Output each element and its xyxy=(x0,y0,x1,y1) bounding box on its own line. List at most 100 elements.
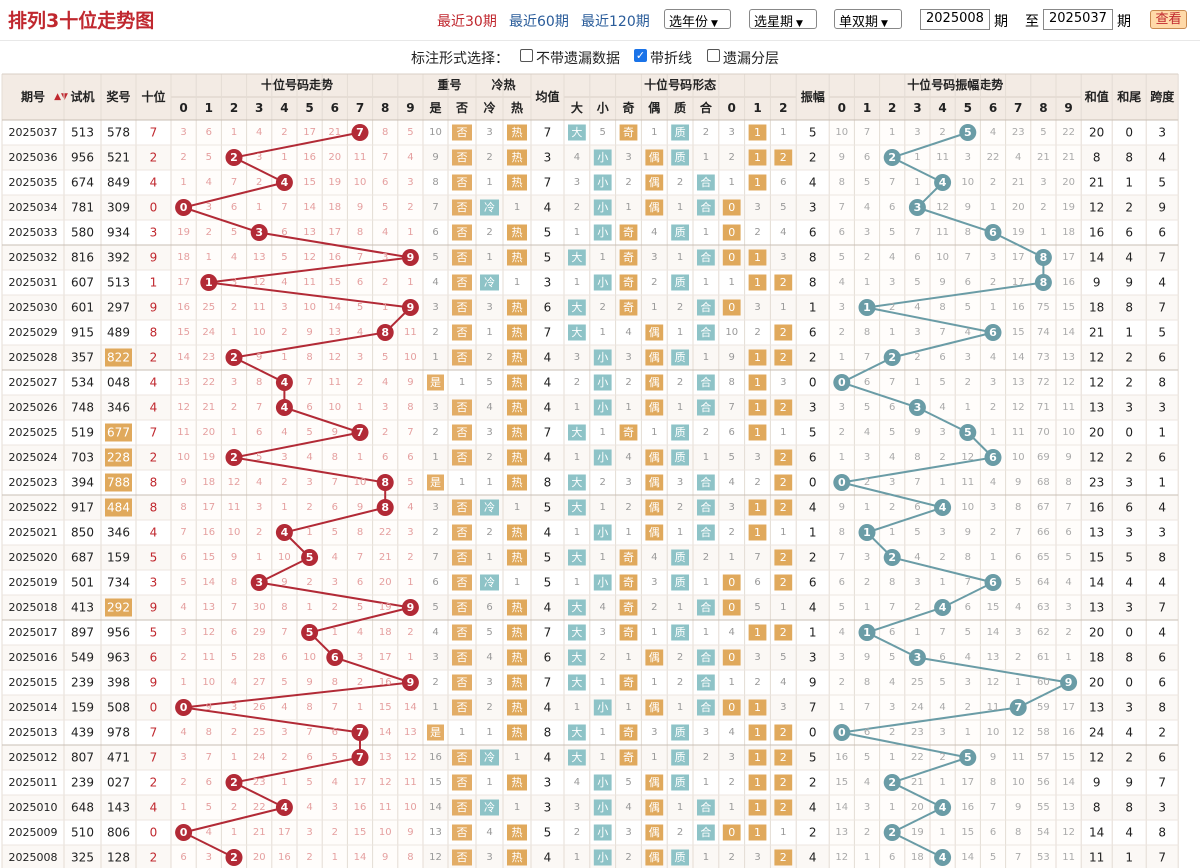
option-layered-label[interactable]: 遗漏分层 xyxy=(723,51,779,67)
option-polyline-label[interactable]: 带折线 xyxy=(650,51,692,67)
amp-omission-value: 16 xyxy=(1012,302,1025,313)
shape-badge xyxy=(697,824,715,841)
option-no-omission-checkbox[interactable] xyxy=(520,49,533,62)
link-recent-60[interactable]: 最近60期 xyxy=(509,14,569,30)
amp-omission-value: 16 xyxy=(1062,727,1075,738)
shape-badge xyxy=(568,724,586,741)
amp-omission-value: 7 xyxy=(864,352,870,363)
cell-span: 7 xyxy=(1158,776,1166,790)
to-issue-input[interactable]: 2025037 xyxy=(1043,9,1113,30)
omission-value: 2 xyxy=(281,477,287,488)
amp-omission-value: 8 xyxy=(839,527,845,538)
shape-badge-label: 1 xyxy=(754,176,761,189)
shape-omission: 1 xyxy=(677,527,683,538)
cell-amp: 1 xyxy=(809,626,817,640)
option-polyline-checkbox[interactable]: ✓ xyxy=(634,49,647,62)
trend-ball xyxy=(376,324,394,341)
subheader-digit: 3 xyxy=(255,101,263,115)
shape-omission: 1 xyxy=(574,277,580,288)
omission-value: 5 xyxy=(382,352,388,363)
from-issue-input[interactable]: 2025008 xyxy=(920,9,990,30)
repeat-badge xyxy=(452,749,472,766)
trend-ball xyxy=(225,349,243,366)
week-select[interactable]: 选星期 ▼ xyxy=(749,9,817,30)
amp-omission-value: 1 xyxy=(990,427,996,438)
repeat-omission: 7 xyxy=(432,202,438,213)
omission-value: 1 xyxy=(180,802,186,813)
view-button[interactable]: 查看 xyxy=(1150,10,1187,29)
shape-omission: 1 xyxy=(703,227,709,238)
omission-value: 4 xyxy=(357,327,363,338)
amp-omission-value: 4 xyxy=(889,677,895,688)
hotcold-omission: 3 xyxy=(486,427,492,438)
shape-omission: 3 xyxy=(651,577,657,588)
omission-value: 3 xyxy=(281,452,287,463)
trend-ball-label: 5 xyxy=(306,626,314,639)
shape-badge-label: 偶 xyxy=(649,201,660,214)
subheader-amp-digit: 5 xyxy=(964,101,972,115)
omission-value: 9 xyxy=(256,352,262,363)
omission-value: 4 xyxy=(407,152,413,163)
cell-issue: 2025011 xyxy=(9,776,58,789)
cell-prize: 297 xyxy=(107,301,130,315)
shape-badge xyxy=(722,199,741,216)
shape-badge xyxy=(697,699,715,716)
shape-badge-label: 2 xyxy=(780,551,787,564)
omission-value: 18 xyxy=(177,252,190,263)
shape-omission: 4 xyxy=(729,727,735,738)
cell-amp: 2 xyxy=(809,776,817,790)
cell-prize: 398 xyxy=(107,676,130,690)
option-no-omission-label[interactable]: 不带遗漏数据 xyxy=(536,51,620,67)
amp-omission-value: 19 xyxy=(1012,227,1025,238)
amp-omission-value: 4 xyxy=(1065,577,1071,588)
shape-badge xyxy=(568,499,586,516)
cell-tens: 7 xyxy=(150,726,158,740)
cell-span: 6 xyxy=(1158,226,1166,240)
cell-sumtail: 3 xyxy=(1125,601,1133,615)
cell-tens: 2 xyxy=(150,351,158,365)
omission-value: 21 xyxy=(202,402,215,413)
amp-omission-value: 4 xyxy=(839,277,845,288)
hotcold-omission: 1 xyxy=(486,552,492,563)
repeat-badge-label: 是 xyxy=(430,476,441,489)
hotcold-badge-label: 热 xyxy=(512,226,523,239)
page-title: 排列3十位走势图 xyxy=(8,10,155,32)
cell-tens: 7 xyxy=(150,126,158,140)
omission-value: 5 xyxy=(180,577,186,588)
amp-omission-value: 54 xyxy=(1037,827,1050,838)
oddeven-select[interactable]: 单双期 ▼ xyxy=(834,9,902,30)
amp-ball xyxy=(934,599,952,616)
trend-ball-label: 9 xyxy=(407,676,415,689)
shape-badge xyxy=(722,649,741,666)
omission-value: 25 xyxy=(253,727,266,738)
shape-omission: 1 xyxy=(625,652,631,663)
amp-omission-value: 14 xyxy=(961,852,974,863)
subheader-shape: 0 xyxy=(728,101,736,115)
cell-amp: 2 xyxy=(809,151,817,165)
option-layered-checkbox[interactable] xyxy=(707,49,720,62)
repeat-badge-label: 否 xyxy=(457,451,468,464)
cell-test: 601 xyxy=(71,301,94,315)
subheader-amp-digit: 7 xyxy=(1014,101,1022,115)
omission-value: 2 xyxy=(281,327,287,338)
cell-prize: 309 xyxy=(107,201,130,215)
omission-value: 5 xyxy=(407,477,413,488)
omission-value: 27 xyxy=(253,677,266,688)
shape-badge-label: 1 xyxy=(754,276,761,289)
omission-value: 10 xyxy=(177,452,190,463)
omission-value: 2 xyxy=(382,277,388,288)
amp-omission-value: 2 xyxy=(889,302,895,313)
amp-omission-value: 55 xyxy=(1037,802,1050,813)
shape-badge xyxy=(774,749,793,766)
amp-omission-value: 4 xyxy=(990,477,996,488)
amp-omission-value: 4 xyxy=(939,402,945,413)
trend-ball xyxy=(175,199,193,216)
omission-value: 3 xyxy=(180,127,186,138)
link-recent-30[interactable]: 最近30期 xyxy=(437,14,497,30)
hotcold-omission: 2 xyxy=(486,152,492,163)
link-recent-120[interactable]: 最近120期 xyxy=(581,14,650,30)
cell-sum: 12 xyxy=(1089,451,1104,465)
amp-ball-label: 9 xyxy=(1065,676,1073,689)
shape-badge xyxy=(671,624,689,641)
year-select[interactable]: 选年份 ▼ xyxy=(664,9,731,30)
